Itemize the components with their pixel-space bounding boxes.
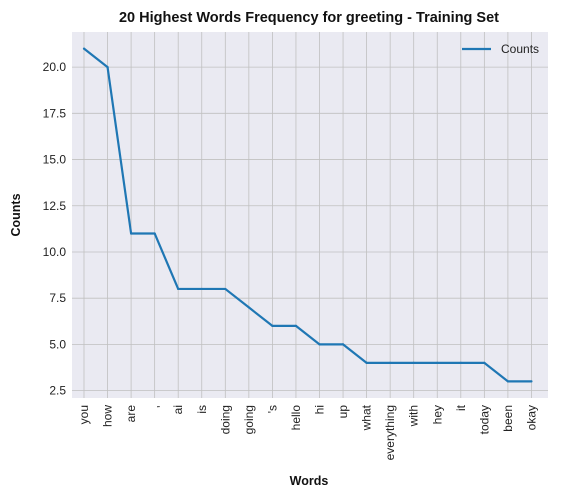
data-point bbox=[389, 361, 392, 364]
data-point bbox=[436, 361, 439, 364]
x-tick-label: ai bbox=[171, 405, 185, 414]
x-tick-label: is bbox=[195, 405, 209, 414]
data-point bbox=[106, 66, 109, 69]
x-tick-label: , bbox=[148, 405, 162, 408]
x-tick-label: today bbox=[477, 405, 491, 434]
data-point bbox=[271, 324, 274, 328]
x-tick-label: it bbox=[454, 404, 468, 411]
y-tick-label: 7.5 bbox=[49, 291, 66, 305]
data-point bbox=[365, 361, 368, 364]
plot-area bbox=[72, 32, 548, 398]
data-point bbox=[506, 380, 509, 383]
x-tick-label: going bbox=[242, 405, 256, 434]
x-tick-label: you bbox=[77, 405, 91, 424]
data-point bbox=[318, 343, 321, 346]
chart-title: 20 Highest Words Frequency for greeting … bbox=[119, 10, 499, 26]
data-point bbox=[82, 47, 86, 50]
x-tick-label: doing bbox=[218, 405, 232, 434]
y-tick-label: 20.0 bbox=[43, 60, 67, 74]
x-tick-label: up bbox=[336, 405, 350, 419]
x-tick-label: with bbox=[407, 405, 421, 427]
x-tick-label: what bbox=[360, 404, 374, 431]
x-tick-label: been bbox=[501, 405, 515, 432]
y-tick-label: 2.5 bbox=[49, 384, 66, 398]
y-tick-label: 12.5 bbox=[43, 199, 67, 213]
x-tick-label: everything bbox=[383, 405, 397, 460]
x-tick-label: are bbox=[124, 405, 138, 423]
y-axis-label: Counts bbox=[9, 193, 23, 236]
data-point bbox=[294, 324, 298, 328]
x-axis-label: Words bbox=[290, 474, 329, 488]
x-tick-label: 's bbox=[265, 405, 279, 413]
y-tick-label: 17.5 bbox=[43, 106, 67, 120]
series-line-counts bbox=[83, 47, 532, 383]
data-point bbox=[247, 306, 250, 309]
data-point bbox=[412, 361, 415, 364]
data-point bbox=[341, 343, 345, 346]
data-point bbox=[130, 232, 133, 235]
y-tick-labels: 2.5 5.0 7.5 10.0 12.5 15.0 17.5 20.0 bbox=[43, 60, 67, 397]
data-point bbox=[177, 287, 180, 291]
data-point bbox=[224, 287, 227, 291]
data-point bbox=[459, 361, 462, 364]
x-tick-label: hey bbox=[430, 405, 444, 424]
x-tick-label: hello bbox=[289, 405, 303, 431]
data-point bbox=[153, 232, 156, 235]
x-tick-label: okay bbox=[524, 405, 538, 430]
y-tick-label: 5.0 bbox=[49, 337, 66, 351]
legend: Counts bbox=[462, 42, 539, 56]
x-tick-label: how bbox=[101, 405, 115, 427]
grid-lines bbox=[72, 32, 548, 398]
x-tick-label: hi bbox=[313, 405, 327, 414]
data-point bbox=[530, 380, 533, 383]
y-tick-label: 15.0 bbox=[43, 153, 67, 167]
x-tick-labels: you how are, ai is doing going 's hello hi up what e… bbox=[77, 404, 538, 460]
data-point bbox=[200, 287, 203, 291]
legend-label-counts: Counts bbox=[501, 42, 539, 56]
y-tick-label: 10.0 bbox=[43, 245, 67, 259]
data-point bbox=[483, 361, 486, 364]
series-layer bbox=[82, 47, 533, 383]
